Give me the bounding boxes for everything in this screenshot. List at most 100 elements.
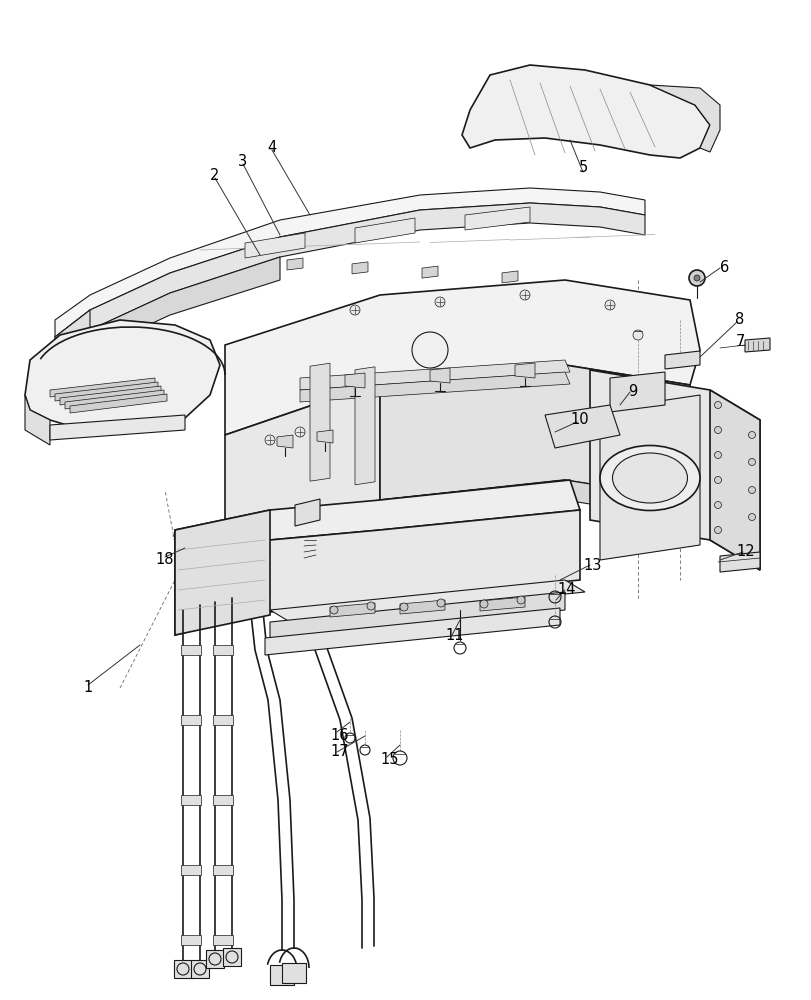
Polygon shape	[225, 280, 699, 435]
Polygon shape	[501, 271, 517, 283]
Circle shape	[714, 401, 721, 408]
Polygon shape	[181, 645, 201, 655]
Circle shape	[435, 297, 444, 307]
Ellipse shape	[611, 453, 687, 503]
Text: 5: 5	[577, 160, 587, 176]
Text: 7: 7	[735, 334, 744, 350]
Polygon shape	[380, 365, 689, 500]
Polygon shape	[181, 935, 201, 945]
Polygon shape	[719, 552, 759, 572]
Polygon shape	[299, 360, 569, 390]
Polygon shape	[609, 372, 664, 412]
Text: 9: 9	[628, 384, 637, 399]
Polygon shape	[206, 950, 224, 968]
Polygon shape	[212, 935, 233, 945]
Polygon shape	[264, 608, 560, 655]
Circle shape	[748, 487, 754, 493]
Polygon shape	[65, 390, 164, 409]
Polygon shape	[599, 395, 699, 560]
Polygon shape	[181, 865, 201, 875]
Polygon shape	[55, 310, 90, 380]
Polygon shape	[50, 415, 185, 440]
Circle shape	[714, 426, 721, 434]
Polygon shape	[709, 390, 759, 570]
Polygon shape	[55, 203, 644, 357]
Polygon shape	[664, 351, 699, 369]
Circle shape	[748, 514, 754, 520]
Polygon shape	[310, 363, 329, 481]
Polygon shape	[277, 435, 293, 448]
Circle shape	[411, 332, 448, 368]
Text: 18: 18	[156, 552, 174, 568]
Polygon shape	[316, 430, 333, 443]
Circle shape	[693, 275, 699, 281]
Circle shape	[748, 458, 754, 466]
Text: 11: 11	[445, 628, 464, 643]
Polygon shape	[465, 207, 530, 230]
Polygon shape	[270, 965, 294, 985]
Polygon shape	[299, 372, 569, 402]
Circle shape	[400, 603, 407, 611]
Polygon shape	[351, 262, 367, 274]
Polygon shape	[245, 233, 305, 258]
Circle shape	[519, 290, 530, 300]
Polygon shape	[400, 600, 444, 614]
Text: 13: 13	[583, 558, 602, 572]
Circle shape	[689, 270, 704, 286]
Circle shape	[633, 330, 642, 340]
Text: 15: 15	[380, 752, 399, 768]
Polygon shape	[225, 480, 689, 575]
Polygon shape	[649, 85, 719, 152]
Circle shape	[714, 502, 721, 508]
Polygon shape	[212, 795, 233, 805]
Polygon shape	[225, 382, 380, 555]
Circle shape	[714, 477, 721, 484]
Polygon shape	[212, 865, 233, 875]
Polygon shape	[294, 499, 320, 526]
Circle shape	[517, 596, 525, 604]
Polygon shape	[345, 373, 365, 388]
Polygon shape	[55, 382, 158, 401]
Polygon shape	[181, 795, 201, 805]
Circle shape	[604, 300, 614, 310]
Polygon shape	[744, 338, 769, 352]
Polygon shape	[55, 188, 644, 337]
Polygon shape	[329, 603, 375, 617]
Polygon shape	[281, 963, 306, 983]
Polygon shape	[50, 378, 155, 397]
Circle shape	[294, 427, 305, 437]
Polygon shape	[55, 257, 280, 380]
Polygon shape	[212, 715, 233, 725]
Text: 6: 6	[719, 260, 729, 275]
Polygon shape	[590, 370, 759, 570]
Polygon shape	[174, 960, 191, 978]
Polygon shape	[60, 386, 161, 405]
Polygon shape	[286, 258, 303, 270]
Text: 3: 3	[238, 153, 247, 168]
Text: 2: 2	[210, 167, 220, 182]
Circle shape	[329, 606, 337, 614]
Polygon shape	[544, 405, 620, 448]
Circle shape	[367, 602, 375, 610]
Ellipse shape	[599, 446, 699, 510]
Polygon shape	[175, 480, 579, 562]
Polygon shape	[175, 510, 579, 635]
Polygon shape	[354, 367, 375, 485]
Polygon shape	[461, 65, 709, 158]
Circle shape	[350, 305, 359, 315]
Text: 10: 10	[570, 412, 589, 428]
Circle shape	[436, 599, 444, 607]
Polygon shape	[514, 363, 534, 378]
Polygon shape	[181, 715, 201, 725]
Polygon shape	[25, 320, 220, 432]
Polygon shape	[479, 597, 525, 611]
Circle shape	[748, 432, 754, 438]
Text: 1: 1	[84, 680, 92, 696]
Polygon shape	[212, 645, 233, 655]
Text: 12: 12	[736, 544, 754, 560]
Text: 17: 17	[330, 744, 349, 760]
Polygon shape	[270, 580, 584, 622]
Text: 8: 8	[735, 312, 744, 328]
Circle shape	[264, 435, 275, 445]
Polygon shape	[25, 395, 50, 445]
